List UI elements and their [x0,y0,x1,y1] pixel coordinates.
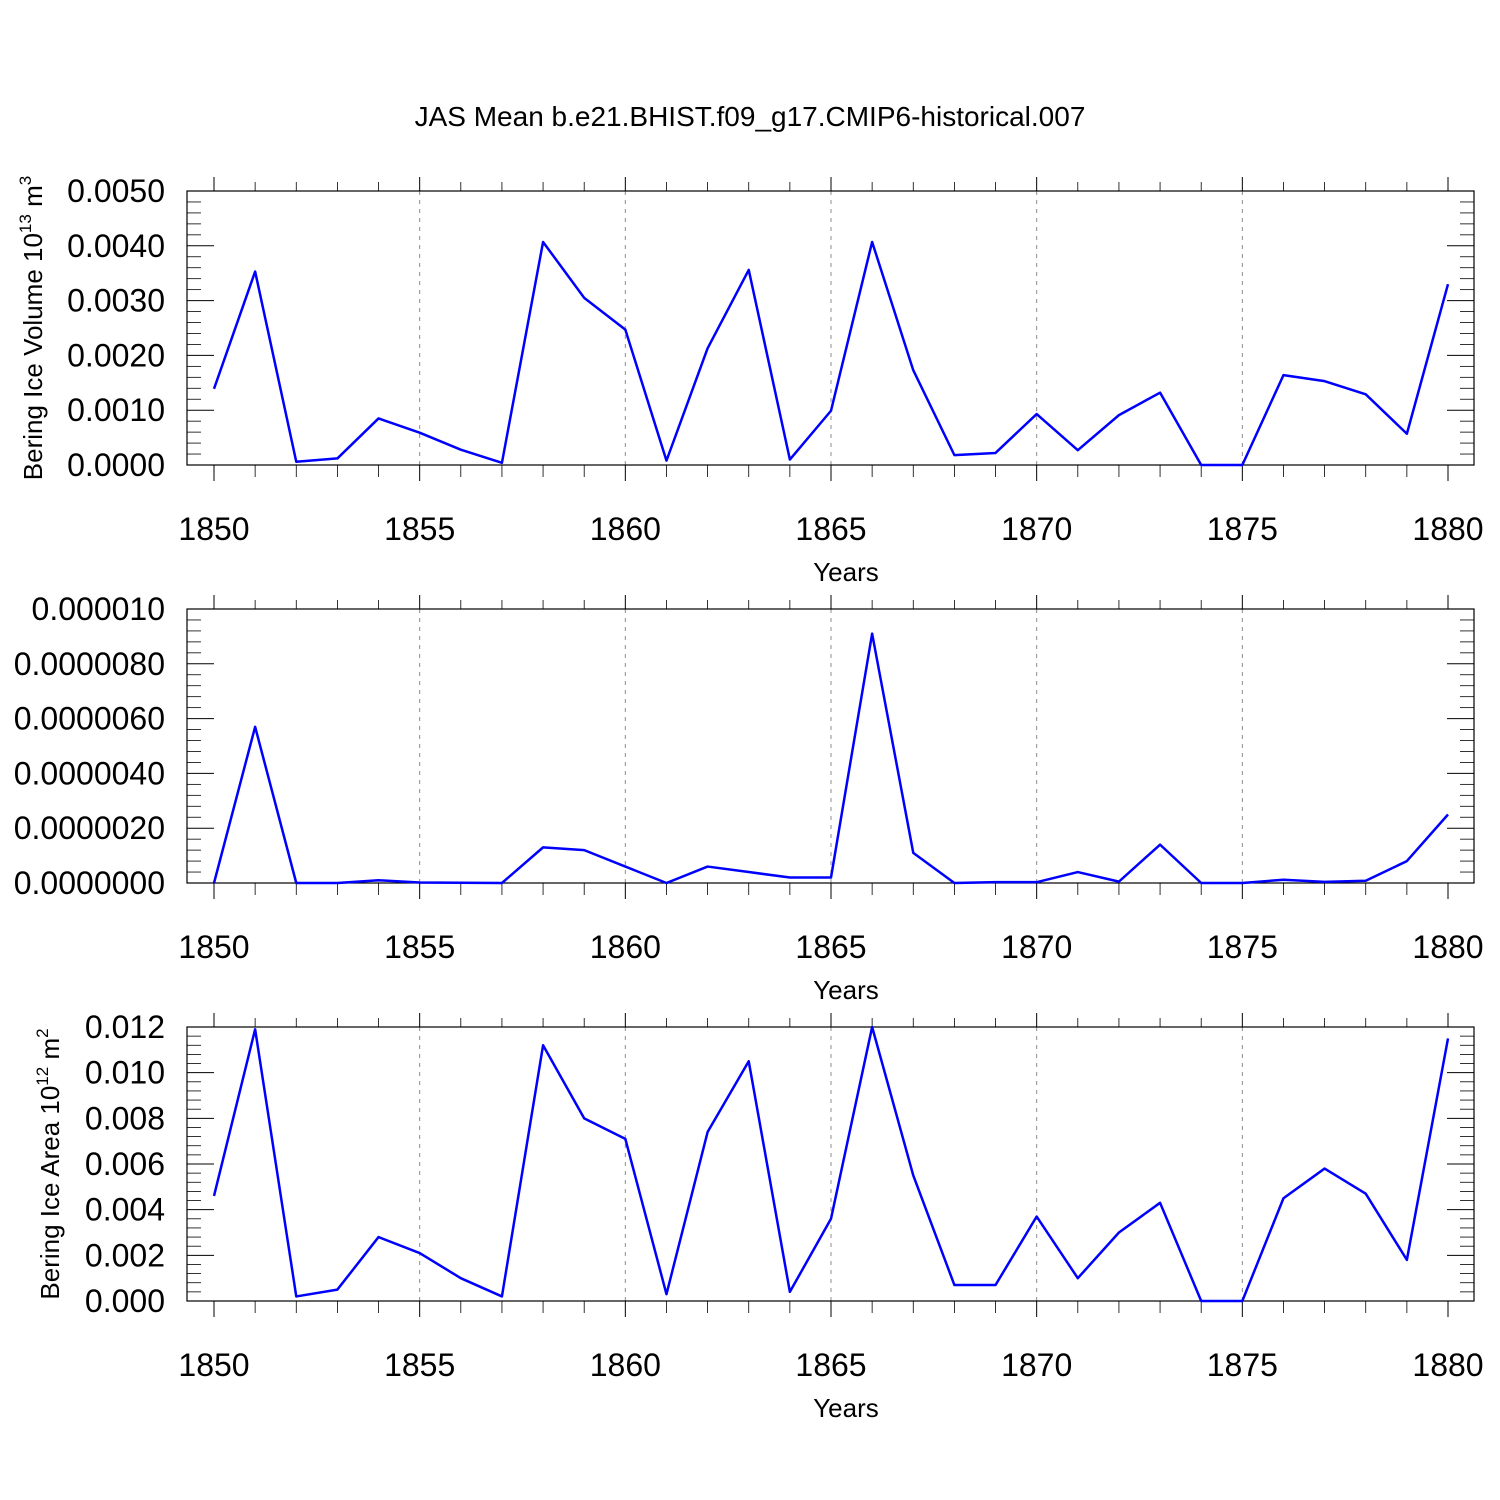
y-tick-label: 0.0000040 [14,755,165,791]
x-tick-label: 1865 [795,1347,866,1383]
x-tick-label: 1850 [178,511,249,547]
panel-1: 1850 1855 1860 1865 1870 1875 1880 Years 0.0000 0… [16,173,1484,587]
x-tick-label: 1880 [1412,1347,1483,1383]
x-tick-label: 1860 [590,511,661,547]
y-tick-label: 0.006 [85,1146,165,1182]
x-tick-label: 1850 [178,1347,249,1383]
y-tick-label: 0.0050 [67,173,165,209]
x-axis-title: Years [813,975,879,1005]
series-line [212,1025,1450,1303]
x-tick-label: 1850 [178,929,249,965]
y-tick-label: 0.0020 [67,337,165,373]
x-axis-title: Years [813,557,879,587]
y-tick-label: 0.004 [85,1192,165,1228]
x-tick-label: 1865 [795,511,866,547]
x-tick-label: 1870 [1001,511,1072,547]
chart-panels: 1850 1855 1860 1865 1870 1875 1880Years0.00000… [14,173,1484,1423]
x-tick-label: 1865 [795,929,866,965]
y-tick-label: 0.002 [85,1237,165,1273]
x-tick-label: 1875 [1207,1347,1278,1383]
y-tick-label: 0.0000020 [14,810,165,846]
y-tick-label: 0.012 [85,1009,165,1045]
y-tick-label: 0.0000 [67,447,165,483]
y-tick-label: 0.0000080 [14,646,165,682]
y-tick-label: 0.000010 [32,591,165,627]
y-tick-label: 0.0010 [67,392,165,428]
x-tick-label: 1880 [1412,929,1483,965]
panel-3: 1850 1855 1860 1865 1870 1875 1880 Years 0.000 0.… [33,1009,1484,1423]
x-axis-title: Years [813,1393,879,1423]
y-tick-label: 0.0000000 [14,865,165,901]
series-line [212,632,1449,885]
y-axis-title-unit: m [35,1038,65,1067]
x-tick-label: 1860 [590,1347,661,1383]
y-axis-title-exponent: 13 [16,214,35,233]
x-tick-label: 1875 [1207,511,1278,547]
y-axis-title-text: Bering Ice Volume 10 [18,233,48,480]
x-tick-label: 1855 [384,511,455,547]
y-axis-title-exponent: 12 [33,1067,52,1086]
y-tick-label: 0.008 [85,1100,165,1136]
y-axis-title-unit-exponent: 2 [33,1028,52,1037]
y-axis-title: Bering Ice Volume 1013 m3 [16,176,48,480]
y-tick-label: 0.0030 [67,283,165,319]
y-axis-title-unit-exponent: 3 [16,176,35,185]
panel-2: 1850 1855 1860 1865 1870 1875 1880 Years 0.00000… [14,591,1484,1005]
y-axis-title-text: Bering Ice Area 10 [35,1086,65,1300]
x-tick-label: 1860 [590,929,661,965]
y-tick-label: 0.010 [85,1055,165,1091]
x-tick-label: 1875 [1207,929,1278,965]
x-tick-label: 1870 [1001,1347,1072,1383]
chart-title: JAS Mean b.e21.BHIST.f09_g17.CMIP6-histo… [415,101,1086,132]
y-axis-title: Bering Ice Area 1012 m2 [33,1028,65,1299]
y-axis-title-unit: m [18,185,48,214]
x-tick-label: 1855 [384,929,455,965]
y-tick-label: 0.0000060 [14,701,165,737]
series-line [212,240,1450,467]
y-tick-label: 0.000 [85,1283,165,1319]
x-tick-label: 1855 [384,1347,455,1383]
y-tick-label: 0.0040 [67,228,165,264]
x-tick-label: 1870 [1001,929,1072,965]
x-tick-label: 1880 [1412,511,1483,547]
